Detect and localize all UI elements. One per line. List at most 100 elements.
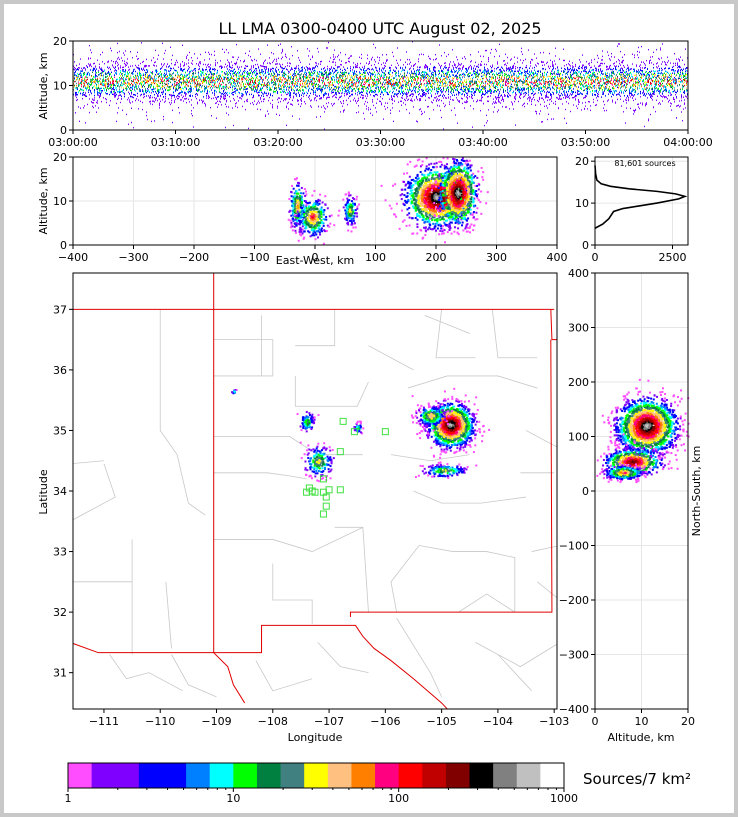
- source-point: [426, 73, 427, 76]
- source-point: [223, 90, 224, 92]
- source-point: [428, 105, 429, 108]
- source-point: [333, 58, 334, 61]
- source-point: [408, 77, 409, 79]
- source-point: [148, 95, 149, 97]
- source-point: [105, 80, 106, 82]
- source-point: [395, 73, 396, 76]
- source-point: [329, 72, 330, 74]
- source-point: [274, 75, 275, 78]
- source-point: [322, 88, 323, 91]
- source-point: [172, 79, 173, 81]
- source-point: [212, 79, 213, 81]
- source-point: [145, 90, 146, 92]
- source-point: [339, 96, 340, 99]
- source-point: [74, 74, 75, 76]
- source-point: [95, 80, 96, 83]
- source-point: [107, 75, 108, 77]
- source-point: [106, 90, 107, 92]
- source-point: [413, 79, 414, 82]
- source-point: [344, 92, 345, 95]
- source-point: [91, 80, 92, 82]
- source-point: [138, 76, 139, 78]
- source-point: [334, 88, 335, 90]
- source-point: [353, 83, 354, 85]
- source-point: [234, 80, 235, 82]
- source-point: [364, 81, 365, 83]
- source-point: [368, 107, 369, 109]
- source-point: [411, 98, 412, 100]
- source-point: [172, 109, 173, 111]
- source-point: [99, 92, 100, 94]
- source-point: [146, 76, 147, 79]
- source-point: [263, 78, 264, 81]
- source-point: [77, 76, 78, 79]
- source-point: [373, 79, 374, 82]
- source-point: [222, 79, 223, 81]
- source-point: [235, 90, 236, 92]
- source-point: [200, 70, 201, 72]
- source-point: [214, 70, 215, 72]
- source-point: [201, 79, 202, 82]
- source-point: [215, 62, 216, 64]
- source-point: [314, 84, 315, 86]
- source-point: [121, 98, 122, 100]
- source-point: [124, 60, 125, 62]
- source-point: [281, 76, 282, 79]
- source-point: [119, 94, 120, 96]
- source-point: [163, 74, 164, 76]
- source-point: [185, 76, 186, 78]
- source-point: [209, 73, 210, 76]
- source-point: [187, 74, 188, 76]
- source-point: [265, 114, 266, 116]
- source-point: [344, 73, 345, 76]
- source-point: [154, 75, 155, 78]
- source-point: [224, 92, 225, 95]
- source-point: [427, 88, 428, 90]
- source-point: [286, 87, 287, 89]
- source-point: [330, 77, 331, 79]
- source-point: [259, 91, 260, 94]
- source-point: [84, 80, 85, 82]
- source-point: [245, 92, 246, 94]
- source-point: [213, 74, 214, 76]
- source-point: [218, 103, 219, 106]
- source-point: [131, 82, 132, 85]
- figure-frame: LL LMA 0300-0400 UTC August 02, 2025 03:…: [4, 4, 734, 813]
- source-point: [185, 81, 186, 83]
- source-point: [82, 78, 83, 81]
- source-point: [156, 92, 157, 95]
- source-point: [417, 91, 418, 93]
- source-point: [319, 81, 320, 83]
- source-point: [312, 77, 313, 80]
- source-point: [128, 75, 129, 77]
- source-point: [282, 69, 283, 72]
- source-point: [256, 89, 257, 91]
- source-point: [406, 83, 407, 85]
- source-point: [383, 81, 384, 83]
- source-point: [184, 86, 185, 88]
- source-point: [401, 91, 402, 94]
- source-point: [119, 88, 120, 90]
- source-point: [257, 84, 258, 86]
- source-point: [428, 83, 429, 85]
- source-point: [292, 84, 293, 86]
- source-point: [259, 69, 260, 71]
- source-point: [214, 93, 215, 95]
- source-point: [357, 77, 358, 79]
- source-point: [395, 70, 396, 72]
- altitude-time-panel: 03:00:00 03:10:00 03:20:00 03:30:00 03:40:00…: [37, 35, 713, 149]
- source-point: [232, 86, 233, 89]
- source-point: [266, 76, 267, 79]
- source-point: [248, 127, 249, 130]
- source-point: [397, 79, 398, 81]
- source-point: [392, 84, 393, 86]
- source-point: [190, 94, 191, 96]
- source-point: [335, 64, 336, 66]
- source-point: [317, 72, 318, 74]
- source-point: [279, 80, 280, 83]
- source-point: [293, 97, 294, 99]
- source-point: [346, 84, 347, 86]
- source-point: [181, 99, 182, 101]
- source-point: [131, 95, 132, 98]
- source-point: [320, 63, 321, 65]
